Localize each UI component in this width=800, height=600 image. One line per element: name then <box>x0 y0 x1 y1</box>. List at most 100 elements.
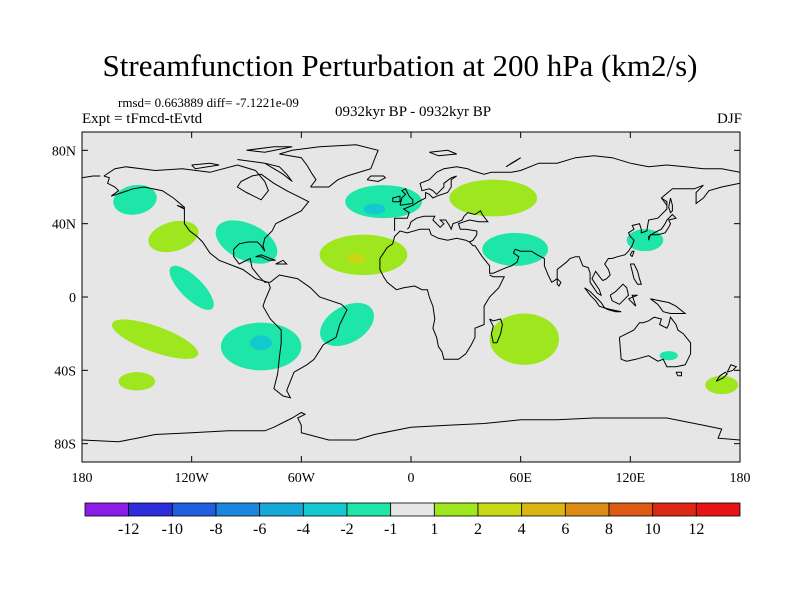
coastline-32 <box>668 197 673 214</box>
colorbar-label: -2 <box>340 521 353 538</box>
colorbar-label: -8 <box>209 521 222 538</box>
anomaly-region-1 <box>148 220 199 253</box>
coastline-21 <box>675 371 682 377</box>
x-tick-label: 60W <box>288 471 316 486</box>
colorbar-box <box>346 502 392 517</box>
coastline-29 <box>246 146 293 153</box>
colorbar-label: 12 <box>688 521 704 538</box>
coastline-17 <box>650 298 687 314</box>
colorbar-box <box>128 502 173 517</box>
x-tick-label: 120E <box>616 471 646 486</box>
x-tick-label: 0 <box>408 471 415 486</box>
chart-title: Streamfunction Perturbation at 200 hPa (… <box>102 48 698 83</box>
colorbar-box <box>302 502 348 517</box>
coastline-15 <box>609 283 630 305</box>
anomaly-region-17 <box>659 351 678 361</box>
colorbar-box <box>259 502 304 517</box>
y-tick-label: 40S <box>54 364 76 379</box>
coastline-8 <box>82 411 740 443</box>
colorbar: -12 -10 -8 -6 -4 -2 -1 1 2 4 6 8 10 12 <box>84 502 741 538</box>
colorbar-box <box>652 502 697 517</box>
colorbar-box <box>477 502 523 517</box>
colorbar-label: 8 <box>605 521 613 538</box>
y-tick-label: 80S <box>54 438 76 453</box>
colorbar-label: -4 <box>297 521 310 538</box>
coastline-26 <box>176 204 185 210</box>
colorbar-box <box>521 502 566 517</box>
colorbar-label: -6 <box>253 521 266 538</box>
period-label: 0932kyr BP - 0932kyr BP <box>334 104 492 120</box>
y-tick-label: 0 <box>69 291 76 306</box>
map-background <box>82 132 740 462</box>
coastline-1 <box>279 144 379 188</box>
coastline-6 <box>489 318 503 344</box>
anomaly-region-14 <box>320 302 374 347</box>
coastline-19 <box>629 250 635 258</box>
anomaly-region-5 <box>363 203 386 215</box>
colorbar-box <box>390 502 435 517</box>
anomaly-region-6 <box>449 179 538 217</box>
coastline-33 <box>661 197 668 206</box>
coastline-16 <box>628 294 638 307</box>
x-tick-label: 120W <box>175 471 210 486</box>
coastline-3 <box>82 175 101 179</box>
colorbar-box <box>84 502 130 517</box>
colorbar-label: 6 <box>561 521 569 538</box>
x-tick-label: 180 <box>730 471 751 486</box>
coastline-27 <box>237 159 293 182</box>
colorbar-label: 10 <box>645 521 661 538</box>
colorbar-label: 4 <box>518 521 526 538</box>
colorbar-box <box>433 502 479 517</box>
coastline-25 <box>275 259 288 265</box>
colorbar-box <box>608 502 654 517</box>
coastline-14 <box>604 307 622 313</box>
colorbar-label: -10 <box>162 521 183 538</box>
x-tick-label: 180 <box>72 471 93 486</box>
anomaly-region-4 <box>345 185 422 219</box>
anomaly-region-7 <box>319 234 408 275</box>
stats-text: rmsd= 0.663889 diff= -7.1221e-09 <box>118 95 299 110</box>
coastline-20 <box>556 278 562 287</box>
coastline-11 <box>366 175 387 183</box>
coastline-24 <box>255 254 276 261</box>
season-label: DJF <box>716 111 742 127</box>
anomaly-region-10 <box>626 229 664 252</box>
colorbar-label: -1 <box>384 521 397 538</box>
coastline-31 <box>505 157 521 168</box>
colorbar-label: 2 <box>474 521 482 538</box>
colorbar-box <box>564 502 610 517</box>
axis-ticks <box>81 132 741 462</box>
anomaly-region-8 <box>347 253 366 264</box>
colorbar-box <box>695 502 741 517</box>
coastline-4 <box>379 182 740 360</box>
coastline-30 <box>429 149 457 157</box>
anomaly-region-13 <box>250 335 273 351</box>
coastline-10 <box>392 195 401 203</box>
y-tick-label: 80N <box>52 144 76 159</box>
anomaly-region-18 <box>705 375 739 395</box>
coastline-0 <box>103 164 348 399</box>
colorbar-label: -12 <box>118 521 139 538</box>
coastline-28 <box>191 162 220 170</box>
colorbar-box <box>171 502 217 517</box>
coastline-9 <box>399 188 414 206</box>
coastline-12 <box>648 213 677 241</box>
coastline-layer <box>82 144 740 443</box>
anomaly-region-11 <box>111 319 199 359</box>
coastline-22 <box>726 364 738 373</box>
colorbar-label: 1 <box>430 521 438 538</box>
coastline-2 <box>394 155 740 231</box>
anomaly-layer <box>111 179 739 395</box>
experiment-label: Expt = tFmcd-tEvtd <box>82 111 203 127</box>
coastline-7 <box>618 316 692 368</box>
axis-tick-labels: 180 120W 60W 0 60E 120E 180 80N 40N 0 40S 80S <box>52 144 751 486</box>
coastline-23 <box>715 371 728 382</box>
coastline-18 <box>629 263 642 285</box>
coastline-5 <box>406 210 489 243</box>
anomaly-region-15 <box>489 313 560 365</box>
y-tick-label: 40N <box>52 218 76 233</box>
x-tick-label: 60E <box>509 471 532 486</box>
anomaly-region-3 <box>169 265 214 310</box>
colorbar-box <box>215 502 261 517</box>
